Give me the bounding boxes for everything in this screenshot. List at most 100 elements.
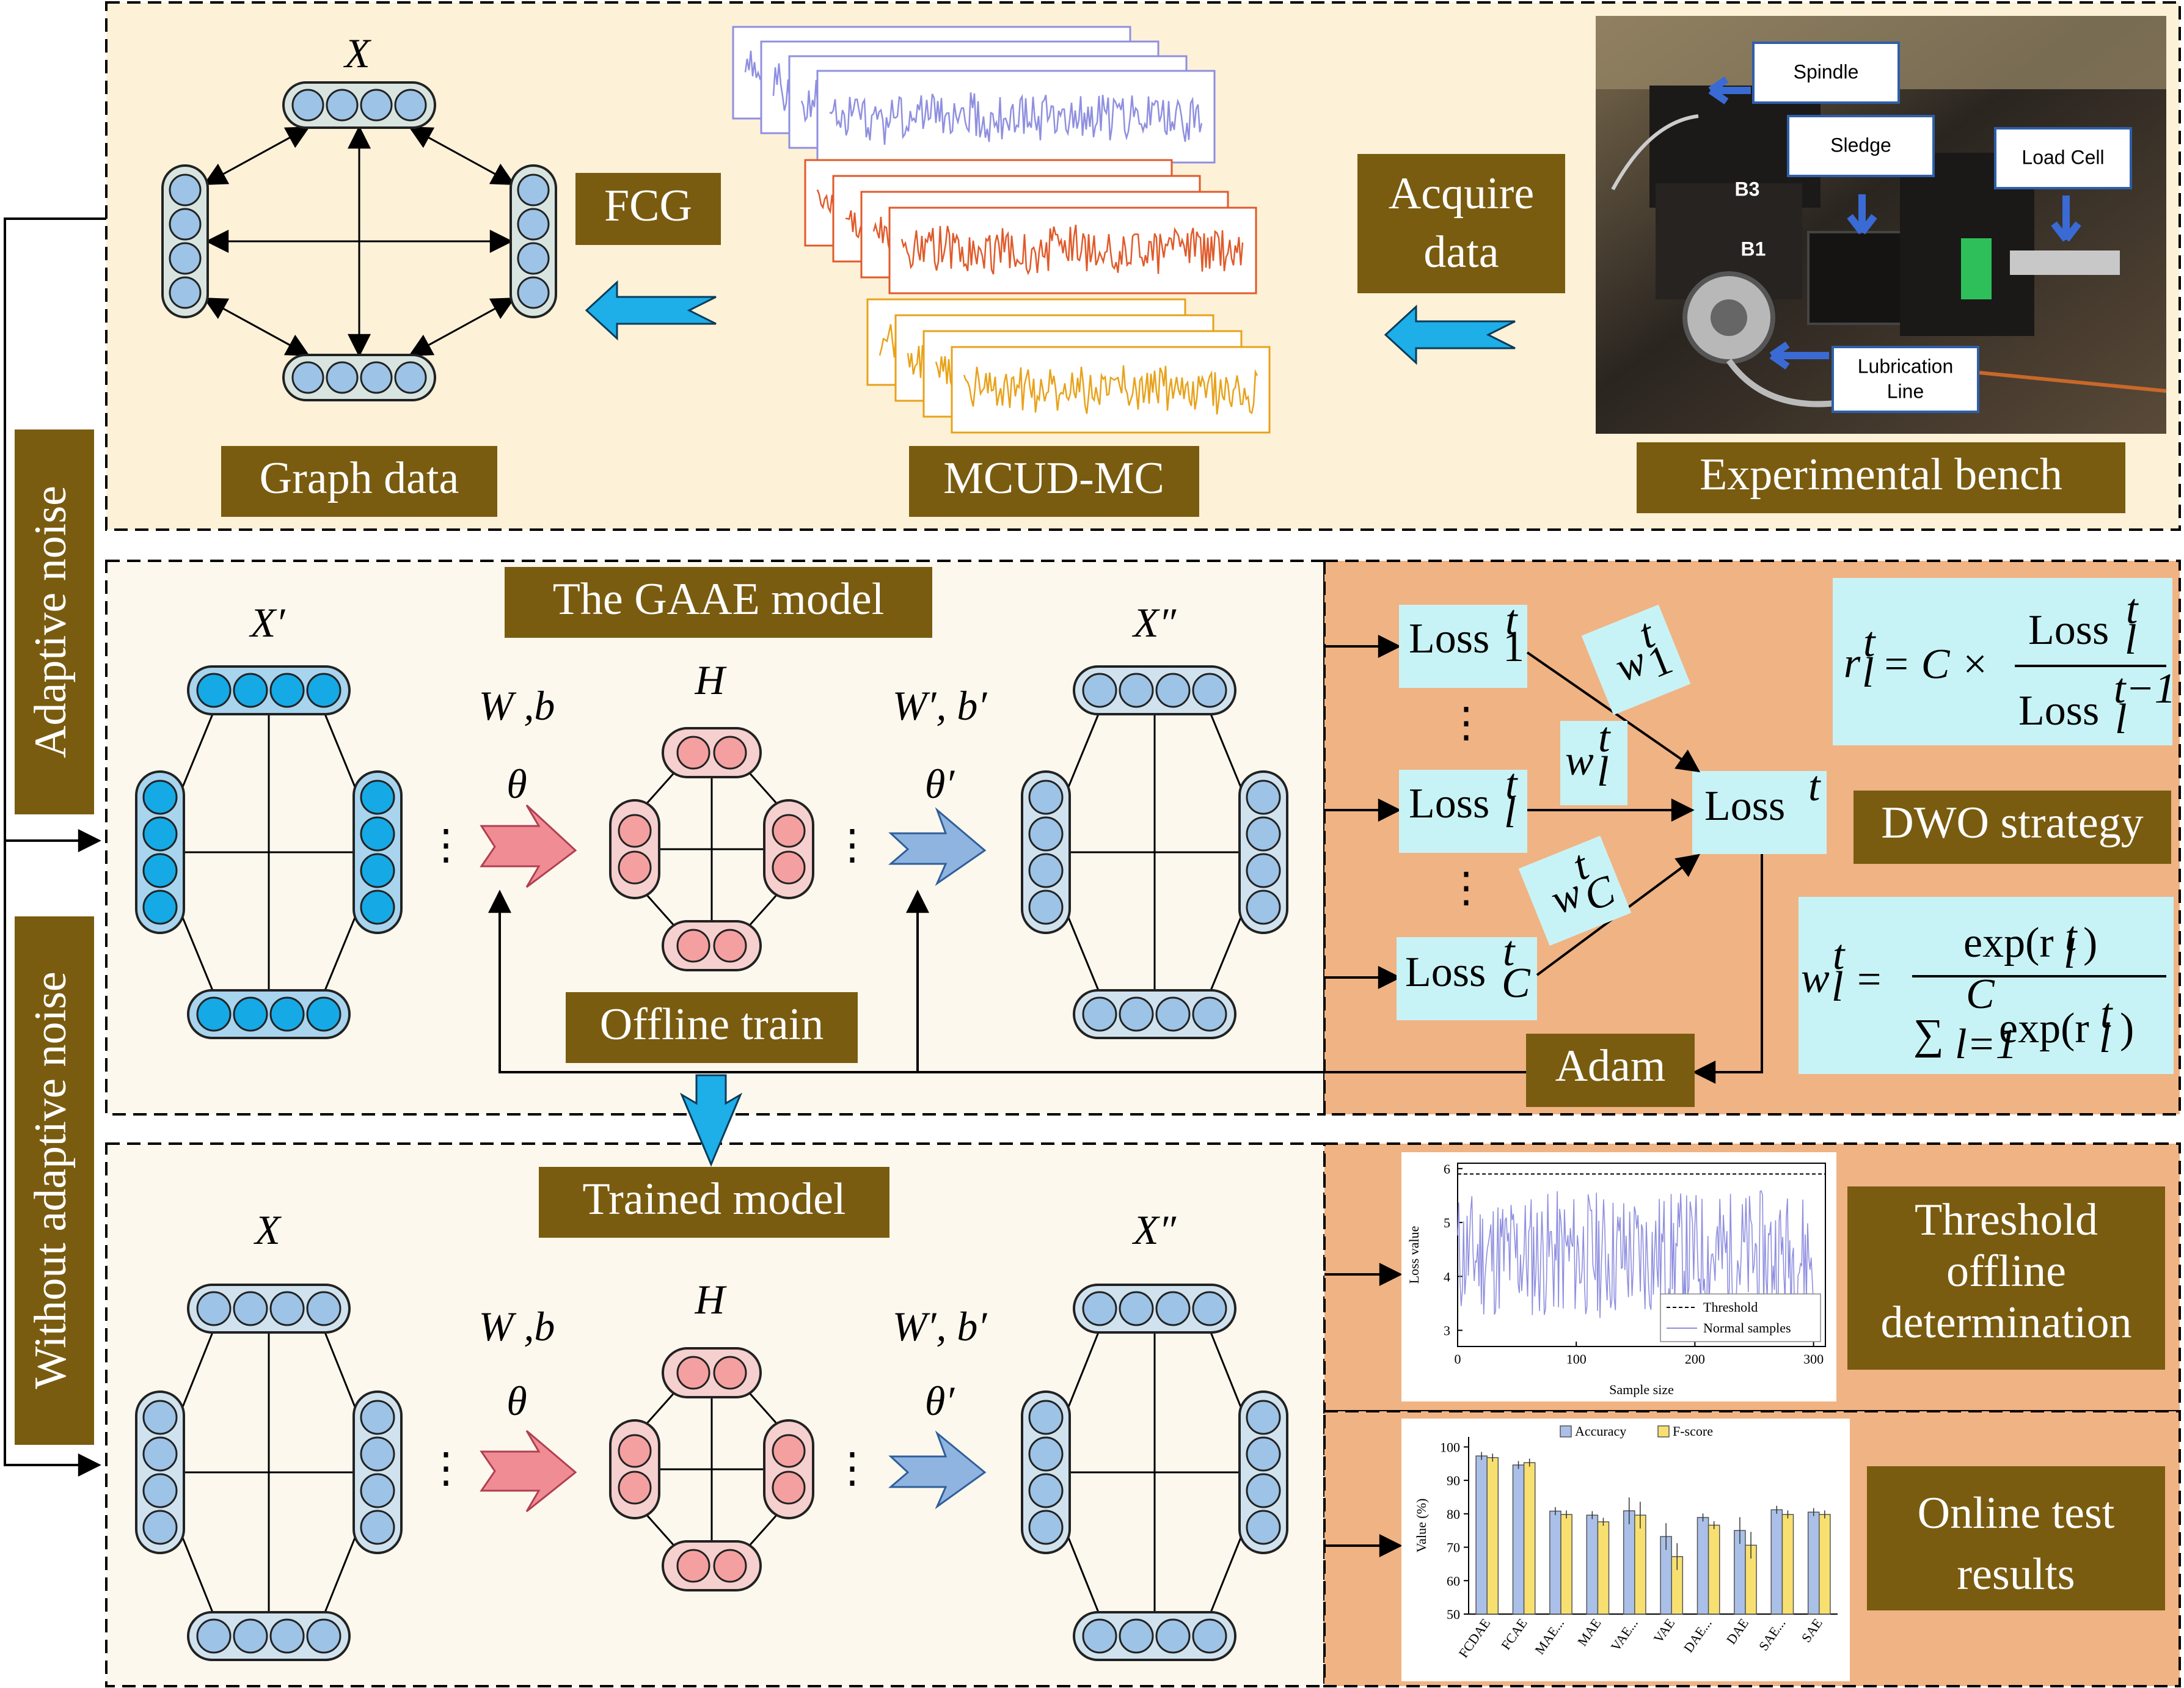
node-group-left [1021,770,1071,934]
node [360,780,395,815]
node [196,673,232,708]
adam-label: Adam [1555,1041,1666,1091]
chart2-bar-f-score [1597,1521,1610,1615]
x-symbol: X [343,30,371,76]
chart2-legend-f-score: F-score [1673,1423,1713,1439]
svg-text:Spindle: Spindle [1794,60,1859,82]
signal-trace [900,224,1244,276]
node [306,673,341,708]
chart2-y-label: Value (%) [1414,1499,1429,1553]
chart2-legend-swatch [1657,1425,1670,1438]
svg-text:results: results [1957,1549,2075,1599]
node [1028,853,1064,888]
node [1028,780,1064,815]
node [1246,1510,1281,1545]
node [169,174,202,206]
input-graph-test [135,1284,403,1661]
hidden-graph-train [609,727,814,971]
svg-text:Without adaptive noise: Without adaptive noise [26,971,76,1389]
hidden-node [713,1549,747,1583]
node [517,208,550,241]
equation-w-box [1799,897,2174,1074]
svg-text:): ) [2120,1005,2134,1052]
node [360,1473,395,1508]
graph-edge [1210,1332,1243,1411]
x-symbol-test: X [253,1207,282,1253]
node [233,673,268,708]
chart2-bar-accuracy [1696,1517,1709,1615]
graph-edge [1066,714,1100,791]
node [1082,673,1117,708]
node-group-left [161,164,209,318]
hidden-node [618,850,652,885]
svg-text:Acquire: Acquire [1389,169,1534,219]
svg-text:C: C [1966,971,1995,1018]
node [142,1510,178,1545]
node [1192,1618,1227,1654]
experimental-bench-label: Experimental bench [1637,442,2125,513]
encoder-arrow-train [480,804,577,888]
svg-text:Threshold: Threshold [1915,1195,2098,1245]
x-double-prime-symbol-test: X″ [1131,1207,1177,1253]
svg-text:Load Cell: Load Cell [2021,146,2104,168]
node-group-right [352,770,403,934]
output-graph-test [1021,1284,1288,1661]
svg-text:exp(r: exp(r [1963,919,2054,966]
node [169,208,202,241]
node [269,996,305,1032]
w-b-symbol-train: W ,b [479,682,555,729]
graph-edge [408,298,516,356]
online-results-label: Online test results [1867,1466,2165,1610]
node [142,1400,178,1435]
svg-text:t: t [1505,597,1518,644]
svg-text:l: l [1504,790,1516,837]
node-group-bottom [1073,989,1236,1039]
h-symbol-train: H [694,657,727,703]
theta-symbol-train: θ [506,761,527,807]
svg-text:=: = [1857,956,1881,1003]
node-group-top [187,665,351,715]
svg-text:l=1: l=1 [1955,1021,2017,1068]
svg-text:B1: B1 [1741,238,1766,260]
w-b-prime-symbol-test: W′, b′ [893,1303,988,1350]
graph-edge [180,914,214,991]
w-b-prime-symbol-train: W′, b′ [893,682,988,729]
node [360,1510,395,1545]
graph-edge [203,126,310,185]
node-group-right [352,1390,403,1554]
graph-data-label: Graph data [221,446,497,517]
graph-edge [1066,1534,1100,1613]
experimental-bench-photo: Spindle Sledge Load Cell Lubrication Lin… [1596,16,2167,434]
chart2-y-tick-label: 70 [1447,1540,1460,1555]
chart1-legend-normal: Normal samples [1703,1320,1791,1335]
mcud-mc-signals [732,26,1271,434]
node-group-left [1021,1390,1071,1554]
dwo-loss-section: Loss t 1 ⋮ Loss t l ⋮ Loss t C Loss t w … [1324,578,2176,1107]
svg-text:w: w [1565,737,1594,784]
hidden-node [676,1549,710,1583]
svg-text:Experimental bench: Experimental bench [1700,450,2062,500]
chart2-bar-f-score [1560,1514,1572,1615]
svg-text:t: t [2126,586,2139,633]
node [1028,816,1064,852]
chart2-y-tick-label: 90 [1447,1473,1460,1488]
chart2-bar-f-score [1523,1462,1536,1615]
node [1246,1473,1281,1508]
graph-edge [324,1534,357,1613]
svg-text:Lubrication: Lubrication [1858,355,1954,377]
svg-text:l: l [2115,696,2127,743]
x-double-prime-symbol-train: X″ [1131,599,1177,646]
node [269,1618,305,1654]
node [1119,1618,1154,1654]
node [196,996,232,1032]
svg-text:l: l [2064,930,2075,977]
node [1246,853,1281,888]
node [1119,673,1154,708]
hidden-node [713,736,747,770]
loss-total-box [1692,771,1827,854]
node [142,890,178,925]
svg-text:Trained model: Trained model [583,1174,846,1224]
node [196,1291,232,1326]
node-group-left [135,770,185,934]
